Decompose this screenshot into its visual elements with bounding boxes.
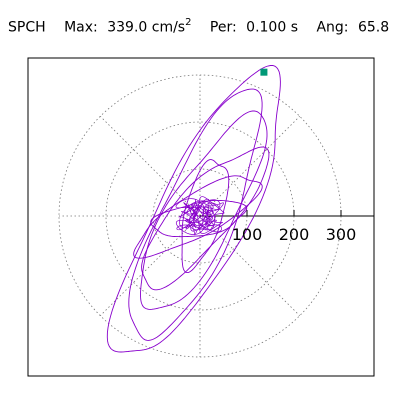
period-label: Per: — [209, 19, 237, 36]
peak-marker-layer — [260, 68, 268, 76]
x-tick-label-3: 300 — [326, 225, 357, 244]
max-unit-exponent: 2 — [185, 17, 192, 28]
orbit-loop-4 — [141, 146, 270, 291]
station-code: SPCH — [8, 19, 46, 36]
orbit-trace — [106, 65, 281, 353]
orbit-loop-2 — [128, 88, 263, 341]
period-value: 0.100 s — [246, 19, 298, 36]
grid-spoke-135 — [100, 116, 201, 217]
max-label: Max: — [64, 19, 98, 36]
x-tick-label-2: 200 — [279, 225, 310, 244]
axes — [200, 210, 374, 217]
orbit-core-cluster — [175, 196, 225, 236]
grid-spoke-315 — [199, 215, 300, 316]
orbit-loop-7 — [150, 199, 248, 238]
angle-value: 65.8 — [357, 19, 390, 36]
header: SPCH Max: 339.0 cm/s2 Per: 0.100 s Ang: … — [8, 17, 390, 36]
peak-marker — [260, 68, 268, 76]
angle-label: Ang: — [316, 19, 349, 36]
grid-spoke-225 — [100, 215, 201, 316]
max-value: 339.0 cm/s — [107, 19, 186, 36]
grid-spoke-45 — [199, 116, 300, 217]
x-tick-label-1: 100 — [232, 225, 263, 244]
plot-frame — [27, 57, 375, 377]
tick-labels: 100 200 300 — [232, 225, 357, 244]
orbit-loop-6 — [181, 159, 230, 274]
orbit-loop-1 — [106, 65, 281, 353]
orbit-loop-5 — [133, 175, 263, 259]
